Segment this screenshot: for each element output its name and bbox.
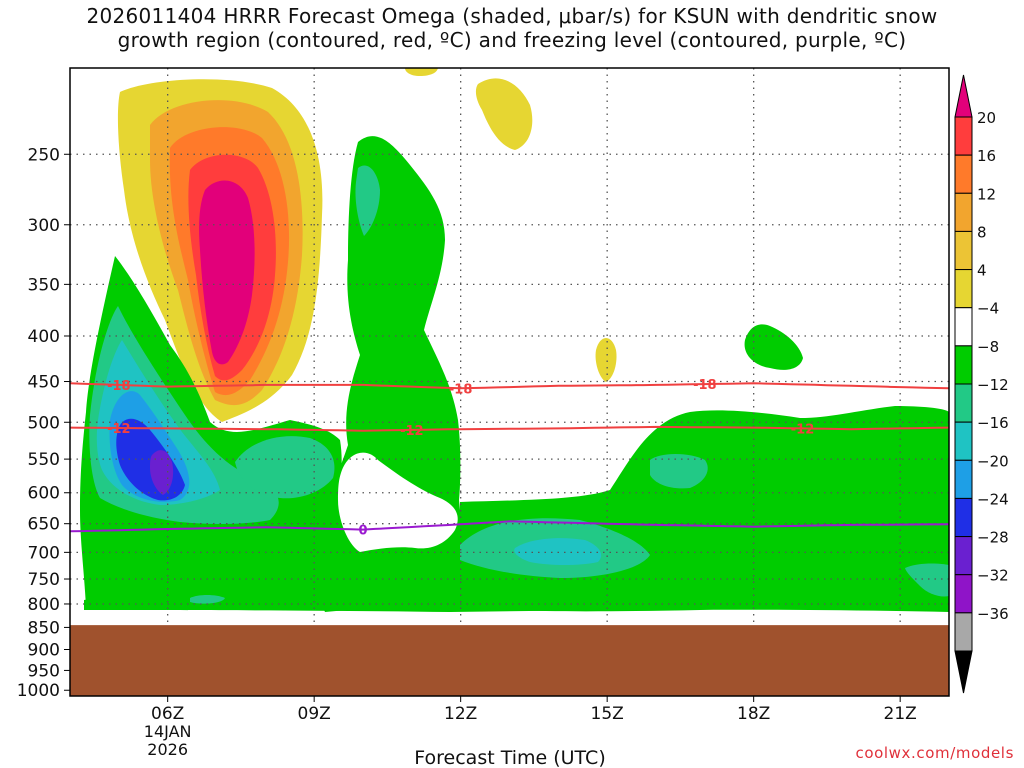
x-tick-label-15: 15Z — [591, 704, 624, 724]
colorbar-label-1: 16 — [977, 147, 996, 165]
omega-minus4-right-main — [460, 406, 949, 612]
y-tick-label-600: 600 — [28, 484, 60, 504]
contour-label-dgz-lower-1: -12 — [400, 424, 424, 439]
x-tick-label-6: 06Z — [151, 704, 184, 724]
colorbar-min-triangle — [954, 650, 973, 694]
omega-plus4-mid-blob — [595, 338, 617, 382]
colorbar-label-2: 12 — [977, 185, 996, 203]
colorbar-label-4: 4 — [977, 262, 987, 280]
omega-minus8-mid-right — [650, 454, 708, 489]
colorbar-box-10 — [954, 497, 973, 538]
contour-label-dgz-upper-0: -18 — [107, 379, 131, 394]
omega-minus8-low-spot — [190, 595, 225, 604]
omega-minus24-left — [150, 450, 174, 495]
omega-plus4-top-blob — [475, 78, 533, 150]
x-tick-label-21: 21Z — [884, 704, 917, 724]
colorbar-box-2 — [954, 192, 973, 232]
colorbar: 20 16 12 8 4 −4 −8 −12 −16 −20 −24 −28 −32 −36 — [954, 74, 1009, 694]
chart-title: 2026011404 HRRR Forecast Omega (shaded, … — [0, 4, 1024, 52]
x-tick-label-18: 18Z — [737, 704, 770, 724]
colorbar-label-12: −32 — [977, 567, 1009, 585]
colorbar-box-5 — [954, 307, 973, 347]
contour-freezing-level — [69, 520, 950, 533]
contour-label-freezing-level-0: 0 — [358, 524, 367, 539]
colorbar-label-13: −36 — [977, 605, 1009, 623]
y-tick-label-850: 850 — [28, 618, 60, 638]
contour-dgz-lower — [69, 425, 950, 432]
y-tick-label-250: 250 — [28, 145, 60, 165]
date-label-0: 14JAN — [144, 722, 192, 741]
y-axis: 250 300 350 400 450 500 550 600 650 700 750 800 850 9… — [17, 145, 70, 701]
colorbar-box-13 — [954, 612, 973, 652]
colorbar-box-4 — [954, 269, 973, 309]
colorbar-box-1 — [954, 154, 973, 194]
colorbar-label-11: −28 — [977, 529, 1009, 547]
y-tick-label-800: 800 — [28, 595, 60, 615]
colorbar-box-3 — [954, 230, 973, 271]
contour-lines: -18 -18 -18 -12 -12 -12 0 — [69, 378, 950, 539]
contour-dgz-upper — [69, 382, 950, 390]
credit-text: coolwx.com/models — [855, 744, 1014, 762]
omega-minus4-far-right — [744, 324, 803, 370]
colorbar-label-6: −8 — [977, 338, 999, 356]
contour-label-dgz-upper-1: -18 — [449, 382, 473, 397]
omega-minus8-upper-spot — [355, 165, 380, 236]
colorbar-box-7 — [954, 383, 973, 423]
date-label-1: 2026 — [147, 740, 188, 759]
colorbar-label-3: 8 — [977, 223, 987, 241]
terrain-below-ground — [70, 625, 949, 696]
colorbar-label-9: −20 — [977, 452, 1009, 470]
y-tick-label-750: 750 — [28, 570, 60, 590]
contour-label-dgz-upper-2: -18 — [693, 378, 717, 393]
omega-hole-left — [338, 452, 458, 552]
omega-minus8-center — [235, 436, 335, 499]
omega-plus20-core — [199, 180, 255, 365]
y-tick-label-950: 950 — [28, 661, 60, 681]
y-tick-label-450: 450 — [28, 373, 60, 393]
omega-minus4-baseline-band — [84, 590, 949, 612]
colorbar-box-8 — [954, 421, 973, 461]
colorbar-label-7: −12 — [977, 376, 1009, 394]
x-axis-label: Forecast Time (UTC) — [414, 747, 605, 768]
colorbar-box-0 — [954, 116, 973, 156]
omega-plus4-edge-blob — [405, 68, 438, 76]
colorbar-box-9 — [954, 459, 973, 499]
y-tick-label-700: 700 — [28, 543, 60, 563]
colorbar-box-11 — [954, 536, 973, 576]
title-line-1: 2026011404 HRRR Forecast Omega (shaded, … — [86, 4, 938, 28]
y-tick-label-650: 650 — [28, 515, 60, 535]
omega-hole-right — [558, 428, 618, 483]
omega-minus12-right-band — [514, 538, 602, 565]
y-tick-label-900: 900 — [28, 641, 60, 661]
y-tick-label-300: 300 — [28, 216, 60, 236]
y-tick-label-550: 550 — [28, 450, 60, 470]
colorbar-label-5: −4 — [977, 300, 999, 318]
y-tick-label-400: 400 — [28, 327, 60, 347]
y-tick-label-350: 350 — [28, 275, 60, 295]
omega-minus8-right-edge — [905, 563, 949, 597]
y-tick-label-500: 500 — [28, 413, 60, 433]
omega-shading — [80, 68, 949, 612]
colorbar-max-triangle — [954, 74, 973, 118]
colorbar-box-12 — [954, 574, 973, 614]
colorbar-label-0: 20 — [977, 109, 996, 127]
y-tick-label-1000: 1000 — [17, 681, 60, 701]
colorbar-label-10: −24 — [977, 490, 1009, 508]
colorbar-box-6 — [954, 345, 973, 385]
contour-label-dgz-lower-2: -12 — [791, 422, 815, 437]
x-tick-label-12: 12Z — [444, 704, 477, 724]
x-tick-label-9: 09Z — [298, 704, 331, 724]
title-line-2: growth region (contoured, red, ºC) and f… — [117, 28, 907, 52]
colorbar-label-8: −16 — [977, 414, 1009, 432]
contour-label-dgz-lower-0: -12 — [107, 422, 131, 437]
omega-minus4-lower-left — [80, 256, 342, 606]
